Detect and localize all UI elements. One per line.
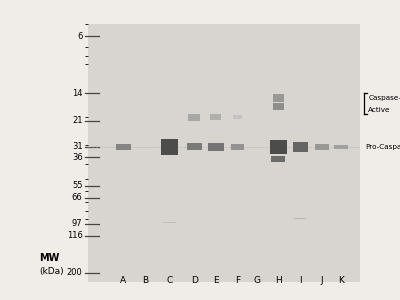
Text: Caspase-3: Caspase-3 [368, 95, 400, 101]
Text: D: D [191, 276, 198, 285]
Bar [164, 222, 176, 223]
Bar [273, 103, 284, 110]
Text: J: J [321, 276, 323, 285]
Text: 14: 14 [72, 89, 82, 98]
Text: C: C [166, 276, 173, 285]
Bar [116, 144, 131, 150]
Text: E: E [213, 276, 219, 285]
Bar [271, 156, 286, 162]
Bar [315, 144, 329, 150]
Bar [231, 144, 244, 150]
Text: F: F [235, 276, 240, 285]
Text: 66: 66 [72, 194, 82, 202]
Text: 21: 21 [72, 116, 82, 125]
Text: (kDa): (kDa) [39, 266, 64, 275]
Text: 116: 116 [67, 231, 82, 240]
Text: K: K [338, 276, 344, 285]
Bar [273, 94, 284, 102]
Text: 31: 31 [72, 142, 82, 152]
Text: H: H [275, 276, 282, 285]
Text: 36: 36 [72, 152, 82, 161]
Text: I: I [299, 276, 302, 285]
Bar [233, 116, 242, 119]
Bar [334, 145, 348, 149]
Bar [186, 143, 202, 150]
Text: 6: 6 [77, 32, 82, 41]
Text: MW: MW [39, 253, 60, 263]
Text: 55: 55 [72, 181, 82, 190]
Bar [294, 218, 306, 219]
Bar [161, 139, 178, 154]
Bar [188, 114, 200, 121]
Bar [293, 142, 308, 152]
Bar [210, 114, 221, 121]
Bar [208, 143, 224, 151]
Bar [270, 140, 287, 154]
Text: 97: 97 [72, 219, 82, 228]
Text: 200: 200 [67, 268, 82, 277]
Text: Active: Active [368, 107, 391, 113]
Text: A: A [120, 276, 126, 285]
Text: Pro-Caspase-3: Pro-Caspase-3 [366, 144, 400, 150]
Text: G: G [253, 276, 260, 285]
Text: B: B [142, 276, 148, 285]
